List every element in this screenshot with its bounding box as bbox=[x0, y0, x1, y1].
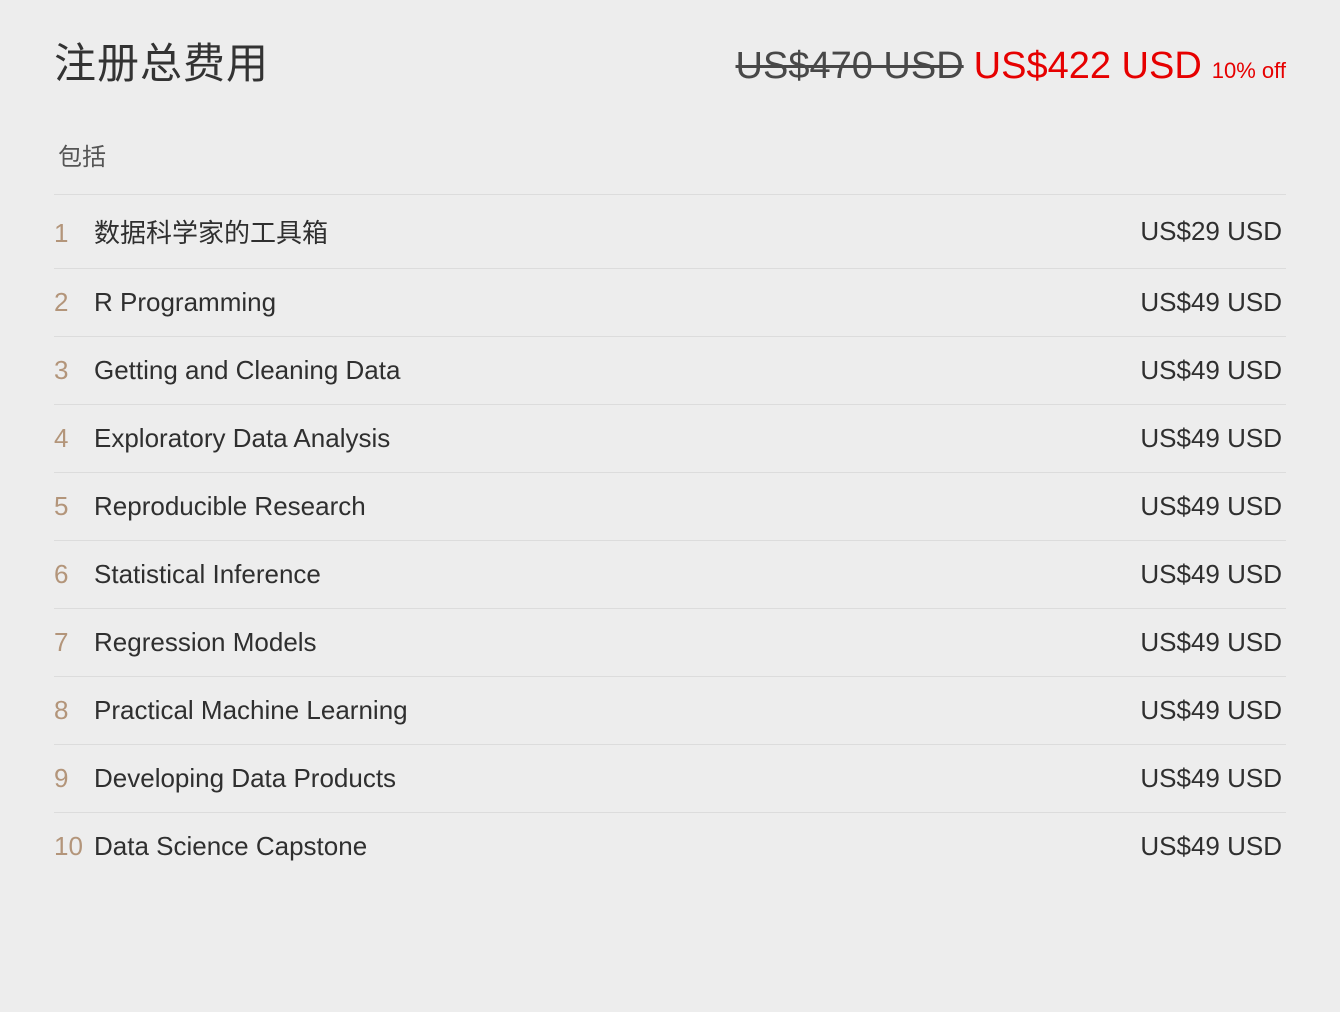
course-number: 9 bbox=[54, 763, 88, 794]
course-name: Reproducible Research bbox=[94, 491, 366, 522]
price-block: US$470 USD US$422 USD 10% off bbox=[736, 45, 1286, 88]
course-name: Exploratory Data Analysis bbox=[94, 423, 390, 454]
course-number: 5 bbox=[54, 491, 88, 522]
course-name: Data Science Capstone bbox=[94, 831, 367, 862]
course-row: 8Practical Machine Learning US$49 USD bbox=[54, 676, 1286, 744]
course-row-left: 5Reproducible Research bbox=[54, 491, 366, 522]
course-name: Statistical Inference bbox=[94, 559, 321, 590]
course-number: 6 bbox=[54, 559, 88, 590]
course-number: 4 bbox=[54, 423, 88, 454]
course-number: 10 bbox=[54, 831, 88, 862]
course-name: Developing Data Products bbox=[94, 763, 396, 794]
course-row-left: 9Developing Data Products bbox=[54, 763, 396, 794]
course-price: US$49 USD bbox=[1140, 695, 1282, 726]
course-number: 2 bbox=[54, 287, 88, 318]
course-price: US$49 USD bbox=[1140, 423, 1282, 454]
course-row-left: 10Data Science Capstone bbox=[54, 831, 367, 862]
course-number: 8 bbox=[54, 695, 88, 726]
course-row: 5Reproducible Research US$49 USD bbox=[54, 472, 1286, 540]
page-title: 注册总费用 bbox=[54, 30, 269, 91]
course-name: Getting and Cleaning Data bbox=[94, 355, 400, 386]
course-price: US$49 USD bbox=[1140, 355, 1282, 386]
course-list: 1数据科学家的工具箱 US$29 USD 2R Programming US$49 U… bbox=[54, 194, 1286, 880]
course-row: 7Regression Models US$49 USD bbox=[54, 608, 1286, 676]
course-row-left: 4Exploratory Data Analysis bbox=[54, 423, 390, 454]
course-price: US$29 USD bbox=[1140, 216, 1282, 247]
course-row: 3Getting and Cleaning Data US$49 USD bbox=[54, 336, 1286, 404]
discount-label: 10% off bbox=[1212, 58, 1286, 84]
course-row-left: 3Getting and Cleaning Data bbox=[54, 355, 400, 386]
course-price: US$49 USD bbox=[1140, 763, 1282, 794]
course-name: Practical Machine Learning bbox=[94, 695, 408, 726]
course-row-left: 7Regression Models bbox=[54, 627, 317, 658]
course-price: US$49 USD bbox=[1140, 627, 1282, 658]
course-row: 1数据科学家的工具箱 US$29 USD bbox=[54, 194, 1286, 268]
course-number: 1 bbox=[54, 218, 88, 249]
course-price: US$49 USD bbox=[1140, 559, 1282, 590]
course-row-left: 8Practical Machine Learning bbox=[54, 695, 408, 726]
course-row: 10Data Science Capstone US$49 USD bbox=[54, 812, 1286, 880]
course-row-left: 6Statistical Inference bbox=[54, 559, 321, 590]
course-row: 9Developing Data Products US$49 USD bbox=[54, 744, 1286, 812]
discounted-price: US$422 USD bbox=[974, 45, 1202, 88]
course-row-left: 1数据科学家的工具箱 bbox=[54, 213, 328, 250]
pricing-header: 注册总费用 US$470 USD US$422 USD 10% off bbox=[54, 30, 1286, 91]
course-row: 4Exploratory Data Analysis US$49 USD bbox=[54, 404, 1286, 472]
course-name: R Programming bbox=[94, 287, 276, 318]
course-row: 6Statistical Inference US$49 USD bbox=[54, 540, 1286, 608]
course-price: US$49 USD bbox=[1140, 831, 1282, 862]
course-name: Regression Models bbox=[94, 627, 317, 658]
course-number: 3 bbox=[54, 355, 88, 386]
original-price: US$470 USD bbox=[736, 45, 964, 88]
course-row: 2R Programming US$49 USD bbox=[54, 268, 1286, 336]
course-price: US$49 USD bbox=[1140, 287, 1282, 318]
includes-label: 包括 bbox=[54, 137, 1286, 172]
course-row-left: 2R Programming bbox=[54, 287, 276, 318]
course-price: US$49 USD bbox=[1140, 491, 1282, 522]
course-name: 数据科学家的工具箱 bbox=[94, 213, 328, 250]
course-number: 7 bbox=[54, 627, 88, 658]
